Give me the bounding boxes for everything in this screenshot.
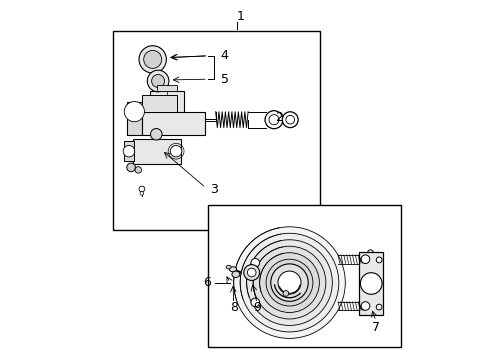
Circle shape — [259, 253, 319, 312]
Circle shape — [361, 302, 369, 310]
Circle shape — [361, 255, 369, 264]
Circle shape — [250, 258, 259, 267]
Bar — [142, 112, 204, 135]
Circle shape — [139, 46, 166, 73]
Circle shape — [360, 257, 366, 263]
Ellipse shape — [229, 267, 236, 272]
Circle shape — [360, 273, 381, 294]
Text: 6: 6 — [203, 276, 210, 289]
Circle shape — [264, 111, 283, 129]
Circle shape — [282, 112, 298, 128]
Circle shape — [150, 129, 162, 140]
Circle shape — [277, 271, 301, 294]
Circle shape — [283, 291, 288, 296]
Bar — [126, 102, 142, 135]
Circle shape — [143, 50, 162, 68]
Circle shape — [285, 116, 294, 124]
Circle shape — [246, 240, 332, 325]
Circle shape — [170, 145, 182, 157]
Circle shape — [265, 259, 312, 306]
Circle shape — [244, 265, 259, 280]
Text: 2: 2 — [274, 111, 282, 123]
Text: 5: 5 — [220, 73, 228, 86]
Text: 3: 3 — [209, 183, 217, 195]
Text: 9: 9 — [253, 301, 261, 314]
Ellipse shape — [225, 265, 231, 269]
Circle shape — [247, 268, 256, 277]
Circle shape — [375, 304, 381, 310]
Bar — [133, 139, 181, 164]
Circle shape — [268, 115, 279, 125]
Circle shape — [253, 246, 325, 319]
Circle shape — [375, 257, 381, 263]
Circle shape — [233, 227, 345, 338]
Circle shape — [151, 75, 164, 87]
Circle shape — [250, 298, 259, 307]
Circle shape — [139, 186, 144, 192]
Bar — [208, 205, 400, 347]
Circle shape — [123, 145, 134, 157]
Bar — [157, 85, 177, 91]
Text: 7: 7 — [371, 321, 379, 334]
Bar — [150, 91, 184, 122]
Bar — [113, 31, 320, 230]
Circle shape — [126, 163, 135, 172]
Circle shape — [140, 192, 143, 195]
Text: 1: 1 — [237, 10, 244, 23]
Circle shape — [147, 70, 168, 92]
Text: 4: 4 — [220, 49, 228, 62]
Circle shape — [240, 233, 338, 332]
Circle shape — [270, 264, 307, 301]
Text: 8: 8 — [229, 301, 237, 314]
Bar — [123, 141, 134, 161]
Bar — [142, 95, 176, 112]
Circle shape — [124, 102, 144, 122]
Bar — [358, 252, 383, 315]
Circle shape — [360, 304, 366, 310]
Ellipse shape — [231, 271, 239, 278]
Circle shape — [135, 167, 141, 173]
